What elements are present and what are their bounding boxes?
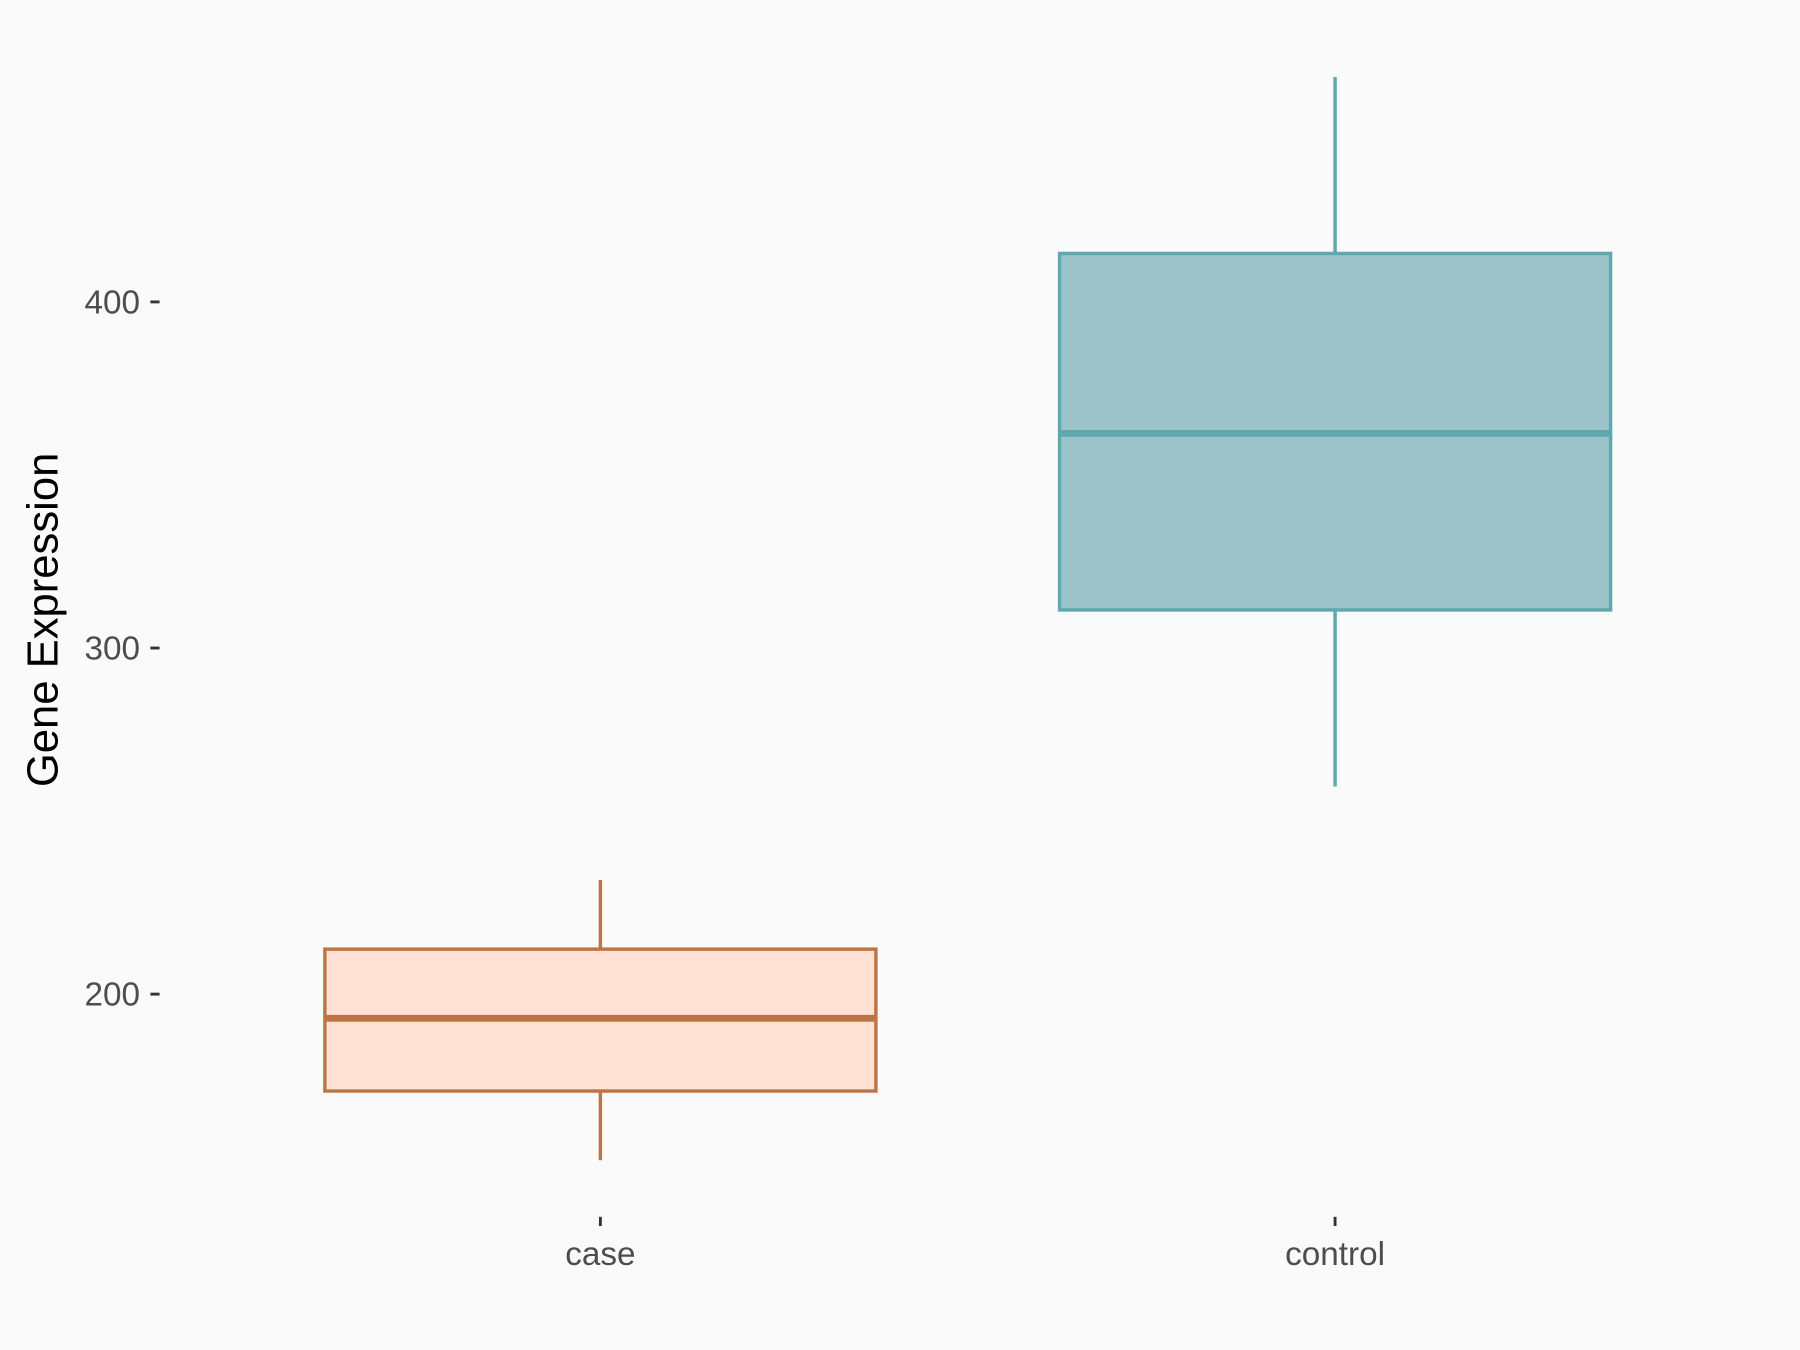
x-axis: case control	[565, 1216, 1385, 1273]
x-tick-label: case	[565, 1236, 635, 1273]
y-tick-label: 400	[85, 284, 141, 321]
box-control	[1057, 76, 1613, 787]
y-axis: 200 300 400	[85, 284, 160, 1014]
box-case	[323, 879, 878, 1161]
y-tick-label: 300	[85, 631, 141, 668]
boxes	[323, 76, 1613, 1161]
y-tick-label: 200	[85, 977, 141, 1014]
y-axis-label: Gene Expression	[19, 453, 67, 788]
x-tick-label: control	[1285, 1236, 1385, 1273]
